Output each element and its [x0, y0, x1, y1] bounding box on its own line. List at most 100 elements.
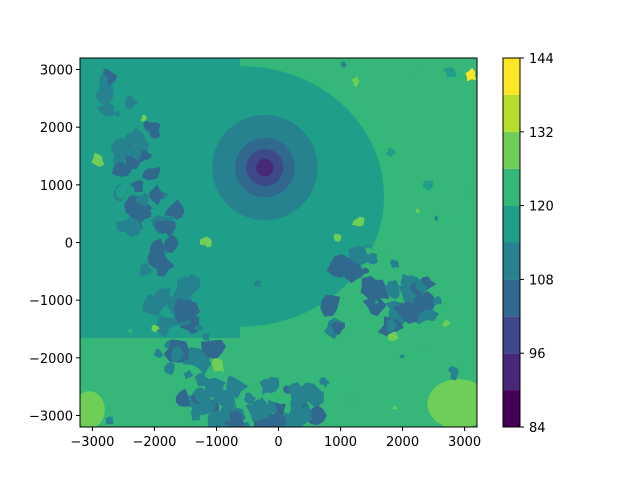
contour-patch [173, 298, 200, 324]
contour-patch [98, 74, 109, 90]
colorbar-band [503, 58, 520, 95]
contour-patch [392, 301, 421, 324]
contour-patch [412, 290, 434, 313]
contour-speck [254, 280, 262, 288]
contour-patch [220, 412, 231, 422]
contour-patch [164, 234, 179, 253]
contour-patch [202, 333, 210, 341]
contour-patch [141, 166, 161, 181]
contour-patch [94, 82, 114, 105]
contour-patch [400, 273, 414, 289]
plot-area [80, 58, 477, 427]
contour-speck [105, 416, 114, 425]
contour-speck [448, 366, 459, 381]
contour-patch [201, 339, 226, 360]
contour-speck [115, 185, 127, 199]
y-tick-label: 2000 [40, 121, 73, 136]
contour-patch [320, 294, 341, 317]
contour-zone-126-132-left [80, 391, 105, 427]
colorbar-tick-label: 120 [529, 200, 554, 215]
colorbar-band [503, 353, 520, 391]
colorbar-band [503, 205, 520, 243]
contour-patch [154, 315, 178, 338]
contour-speck [364, 247, 373, 255]
contour-speck [340, 61, 347, 68]
colorbar-band [503, 131, 520, 169]
contour-patch [402, 291, 416, 305]
contour-patch [362, 296, 387, 317]
y-tick-label: −2000 [29, 352, 73, 367]
contour-patch [183, 369, 194, 380]
contour-patch [194, 372, 211, 387]
x-tick-label: 2000 [386, 435, 419, 450]
colorbar-tick-label: 84 [529, 421, 546, 436]
contour-speck [415, 208, 421, 214]
colorbar-tick-label: 108 [529, 273, 554, 288]
contour-patch [226, 375, 249, 399]
contour-patch [346, 265, 365, 284]
contour-speck [351, 76, 360, 87]
x-axis: −3000 −2000 −1000 0 1000 2000 3000 [70, 427, 481, 450]
contour-speck [127, 262, 141, 277]
colorbar-tick-label: 96 [529, 347, 546, 362]
contour-speck [91, 152, 105, 167]
contour-patch [190, 406, 200, 416]
contour-patch [371, 279, 390, 303]
contour-rings [174, 77, 355, 258]
contour-patch [362, 267, 370, 275]
contour-patch [297, 411, 313, 426]
contour-patch [290, 388, 310, 410]
colorbar-band [503, 94, 520, 132]
contour-speck [399, 354, 405, 359]
contour-patch [147, 249, 169, 271]
y-axis: −3000 −2000 −1000 0 1000 2000 3000 [29, 64, 80, 424]
colorbar-band [503, 279, 520, 317]
colorbar-tick-label: 144 [529, 52, 554, 67]
colorbar: 84 96 108 120 132 144 [502, 52, 554, 436]
contour-speck [333, 233, 342, 242]
colorbar-tick-label: 132 [529, 126, 554, 141]
colorbar-frame [502, 57, 521, 428]
contour-patch [365, 252, 378, 265]
contour-speck [374, 299, 379, 305]
contour-speck [383, 253, 388, 258]
contour-patch [267, 400, 278, 413]
contour-patch [326, 254, 354, 278]
y-tick-label: 0 [65, 237, 73, 252]
contour-speck [392, 406, 398, 410]
contour-speck [416, 348, 426, 359]
contour-patch [192, 387, 207, 403]
contour-speck [387, 331, 399, 342]
contour-patch [143, 120, 155, 132]
contour-speck [414, 67, 426, 79]
contour-speck [114, 110, 120, 117]
x-tick-label: 1000 [324, 435, 357, 450]
contour-speck [343, 392, 357, 408]
contour-speck [385, 147, 397, 158]
contour-speck [194, 324, 203, 331]
contour-patch [138, 262, 154, 276]
contour-patch [153, 348, 163, 359]
contour-patch [390, 259, 399, 269]
contour-patch [125, 94, 139, 110]
contour-speck [199, 236, 212, 248]
y-tick-label: 3000 [40, 64, 73, 79]
contour-patch [170, 345, 185, 362]
contour-patch [137, 139, 150, 151]
contour-patch [112, 162, 133, 177]
contour-speck [351, 216, 365, 227]
contour-patch [96, 101, 115, 117]
contour-zone-126-132 [427, 379, 477, 427]
y-tick-label: −3000 [29, 409, 73, 424]
contour-patch [160, 219, 176, 237]
x-tick-label: −2000 [132, 435, 176, 450]
contour-speck [140, 114, 147, 122]
contour-patch [319, 377, 331, 388]
contour-patch [135, 192, 149, 207]
contour-speck [211, 358, 225, 372]
contour-patch [140, 149, 153, 160]
contour-patch [164, 199, 185, 220]
contour-patch [330, 322, 345, 335]
contour-speck [386, 316, 398, 332]
